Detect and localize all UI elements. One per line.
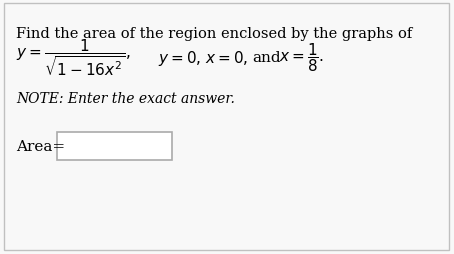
Text: $y = \dfrac{1}{\sqrt{1 - 16x^2}},$: $y = \dfrac{1}{\sqrt{1 - 16x^2}},$ bbox=[16, 38, 131, 78]
Text: and: and bbox=[252, 51, 281, 65]
Text: NOTE: Enter the exact answer.: NOTE: Enter the exact answer. bbox=[16, 92, 235, 106]
Text: Find the area of the region enclosed by the graphs of: Find the area of the region enclosed by … bbox=[16, 27, 412, 41]
Text: $y = 0,$: $y = 0,$ bbox=[158, 48, 201, 67]
Text: $x = \dfrac{1}{8}.$: $x = \dfrac{1}{8}.$ bbox=[279, 41, 324, 74]
FancyBboxPatch shape bbox=[57, 133, 172, 160]
Text: $x = 0,$: $x = 0,$ bbox=[205, 49, 248, 67]
Text: Area=: Area= bbox=[16, 139, 65, 153]
